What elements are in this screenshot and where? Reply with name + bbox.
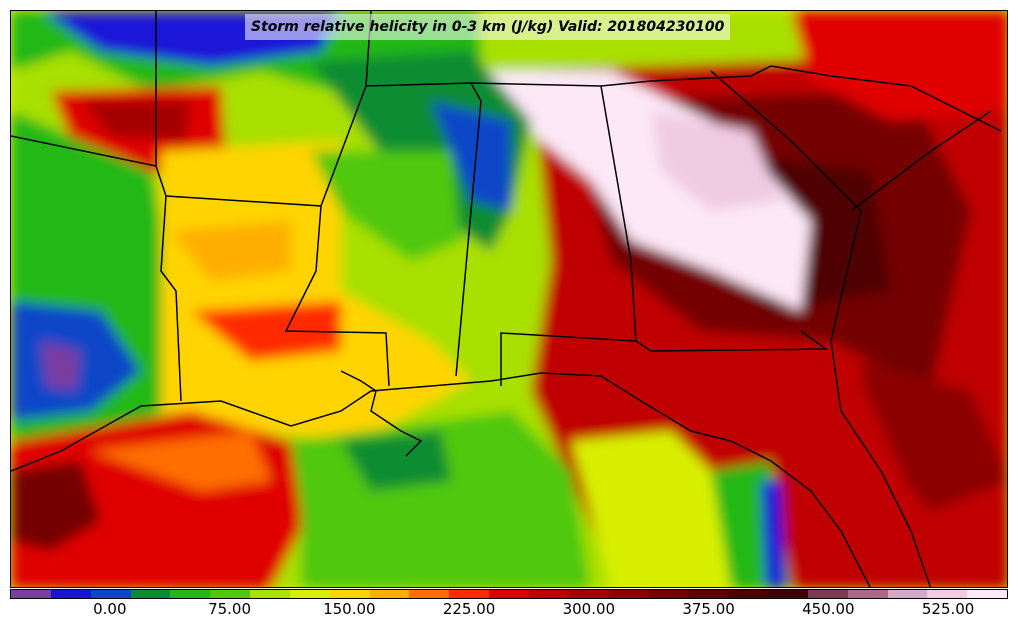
colorbar-tick-label: 0.00	[93, 600, 127, 618]
colorbar-swatch	[887, 590, 928, 598]
colorbar-swatch	[250, 590, 290, 598]
colorbar-swatch	[50, 590, 91, 598]
colorbar-swatch	[210, 590, 251, 598]
colorbar-swatch	[170, 590, 211, 598]
colorbar-swatch	[608, 590, 649, 598]
colorbar-swatch	[90, 590, 131, 598]
colorbar-tick-label: 225.00	[442, 600, 496, 618]
colorbar-swatch	[568, 590, 609, 598]
colorbar-swatch	[130, 590, 171, 598]
state-boundaries	[11, 11, 1002, 587]
helicity-field	[11, 11, 1007, 587]
map-title: Storm relative helicity in 0-3 km (J/kg)…	[245, 14, 731, 40]
colorbar-swatch	[927, 590, 968, 598]
map-panel	[10, 10, 1008, 588]
colorbar-tick-label: 75.00	[208, 600, 252, 618]
colorbar-swatch	[688, 590, 729, 598]
colorbar-swatch	[967, 590, 1008, 598]
colorbar-swatch	[648, 590, 689, 598]
colorbar-swatch	[369, 590, 410, 598]
colorbar	[10, 589, 1008, 599]
colorbar-swatch	[11, 590, 51, 598]
colorbar-swatch	[807, 590, 848, 598]
colorbar-tick-label: 375.00	[682, 600, 735, 618]
colorbar-swatch	[409, 590, 450, 598]
colorbar-tick-label: 300.00	[562, 600, 616, 618]
colorbar-swatch	[847, 590, 888, 598]
colorbar-swatch	[289, 590, 330, 598]
colorbar-tick-label: 150.00	[323, 600, 376, 618]
colorbar-swatch	[489, 590, 529, 598]
colorbar-ticks: 0.00 75.00 150.00 225.00 300.00 375.00 450.00 5…	[10, 600, 1008, 630]
colorbar-swatch	[728, 590, 769, 598]
colorbar-swatch	[768, 590, 808, 598]
colorbar-swatch	[449, 590, 490, 598]
helicity-map	[11, 11, 1007, 587]
colorbar-swatch	[329, 590, 370, 598]
colorbar-tick-label: 525.00	[921, 600, 975, 618]
colorbar-tick-label: 450.00	[802, 600, 855, 618]
colorbar-swatch	[528, 590, 569, 598]
